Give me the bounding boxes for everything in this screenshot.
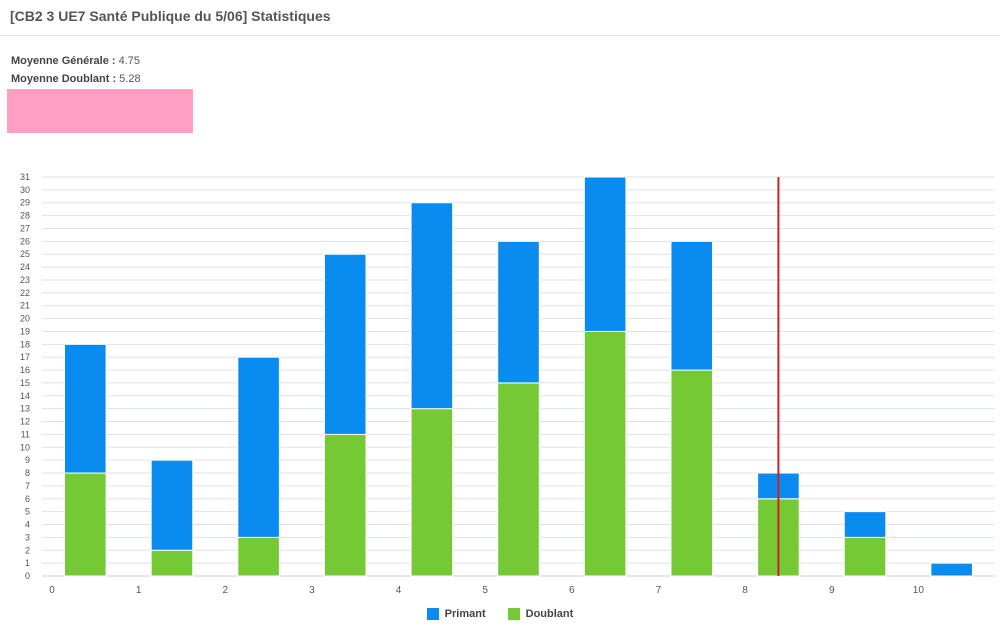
legend-label-doublant: Doublant	[525, 608, 574, 620]
y-tick-label: 11	[21, 429, 30, 439]
y-tick-label: 24	[20, 262, 30, 272]
y-tick-label: 22	[20, 288, 30, 298]
stat-doublant-value: 5.28	[119, 73, 141, 85]
x-tick-label: 2	[222, 585, 228, 596]
legend-label-primant: Primant	[444, 608, 486, 620]
y-tick-label: 28	[20, 211, 30, 221]
stat-doublant-label: Moyenne Doublant :	[11, 73, 117, 85]
y-tick-label: 12	[20, 417, 30, 427]
y-tick-label: 16	[20, 365, 30, 375]
legend-item-doublant[interactable]: Doublant	[507, 608, 574, 620]
legend-swatch-primant	[426, 608, 439, 620]
y-tick-label: 7	[25, 481, 30, 491]
y-tick-label: 6	[25, 494, 30, 504]
bar-doublant	[583, 330, 627, 577]
bar-doublant	[237, 536, 280, 577]
y-tick-label: 19	[20, 326, 30, 336]
chart-legend: Primant Doublant	[0, 608, 1000, 620]
x-tick-label: 7	[656, 585, 662, 596]
y-tick-label: 26	[20, 236, 30, 246]
stat-doublant-average: Moyenne Doublant : 5.28	[11, 73, 141, 85]
x-tick-label: 8	[742, 585, 748, 596]
bar-primant	[583, 176, 627, 332]
y-tick-label: 14	[20, 391, 30, 401]
bar-primant	[323, 253, 367, 435]
y-tick-label: 27	[20, 223, 30, 233]
y-tick-label: 13	[20, 404, 30, 414]
y-tick-label: 5	[25, 507, 30, 517]
redacted-block	[7, 89, 193, 133]
bar-primant	[150, 459, 194, 551]
bar-primant	[64, 343, 107, 474]
page-title: [CB2 3 UE7 Santé Publique du 5/06] Stati…	[10, 8, 331, 24]
y-tick-label: 1	[25, 558, 30, 568]
y-tick-label: 3	[25, 532, 30, 542]
x-tick-label: 9	[829, 585, 835, 596]
title-divider	[0, 35, 1000, 36]
x-tick-label: 10	[913, 585, 925, 596]
bar-primant	[843, 511, 887, 538]
y-tick-label: 21	[20, 301, 30, 311]
bar-doublant	[323, 433, 367, 577]
legend-item-primant[interactable]: Primant	[426, 608, 486, 620]
stat-general-value: 4.75	[118, 55, 141, 67]
histogram-chart: 0123456789101112131415161718192021222324…	[20, 172, 995, 596]
x-tick-label: 1	[136, 585, 142, 596]
y-tick-label: 23	[20, 275, 30, 285]
bar-doublant	[150, 549, 194, 577]
bar-doublant	[497, 382, 540, 577]
bar-doublant	[64, 472, 107, 577]
y-tick-label: 4	[25, 520, 30, 530]
y-tick-label: 29	[20, 198, 30, 208]
y-tick-label: 30	[20, 185, 30, 195]
bar-primant	[930, 562, 973, 577]
y-tick-label: 9	[25, 455, 30, 465]
x-tick-label: 5	[482, 585, 488, 596]
bar-primant	[410, 202, 454, 410]
stat-general-label: Moyenne Générale :	[11, 55, 116, 67]
y-tick-label: 2	[25, 545, 30, 555]
y-tick-label: 20	[20, 314, 30, 324]
bar-primant	[670, 240, 714, 371]
bar-doublant	[843, 536, 887, 577]
y-tick-label: 10	[20, 442, 30, 452]
y-tick-label: 15	[20, 378, 30, 388]
x-tick-label: 4	[396, 585, 402, 596]
stat-general-average: Moyenne Générale : 4.75	[11, 55, 140, 67]
bar-doublant	[410, 408, 454, 577]
y-tick-label: 8	[25, 468, 30, 478]
bar-primant	[237, 356, 280, 538]
x-tick-label: 0	[49, 585, 55, 596]
y-tick-label: 0	[25, 571, 30, 581]
y-tick-label: 18	[20, 339, 30, 349]
bar-primant	[497, 240, 540, 384]
y-tick-label: 17	[20, 352, 30, 362]
legend-swatch-doublant	[507, 608, 520, 620]
x-tick-label: 6	[569, 585, 575, 596]
y-tick-label: 31	[20, 172, 30, 182]
y-tick-label: 25	[20, 249, 30, 259]
x-tick-label: 3	[309, 585, 315, 596]
bar-doublant	[670, 369, 714, 577]
